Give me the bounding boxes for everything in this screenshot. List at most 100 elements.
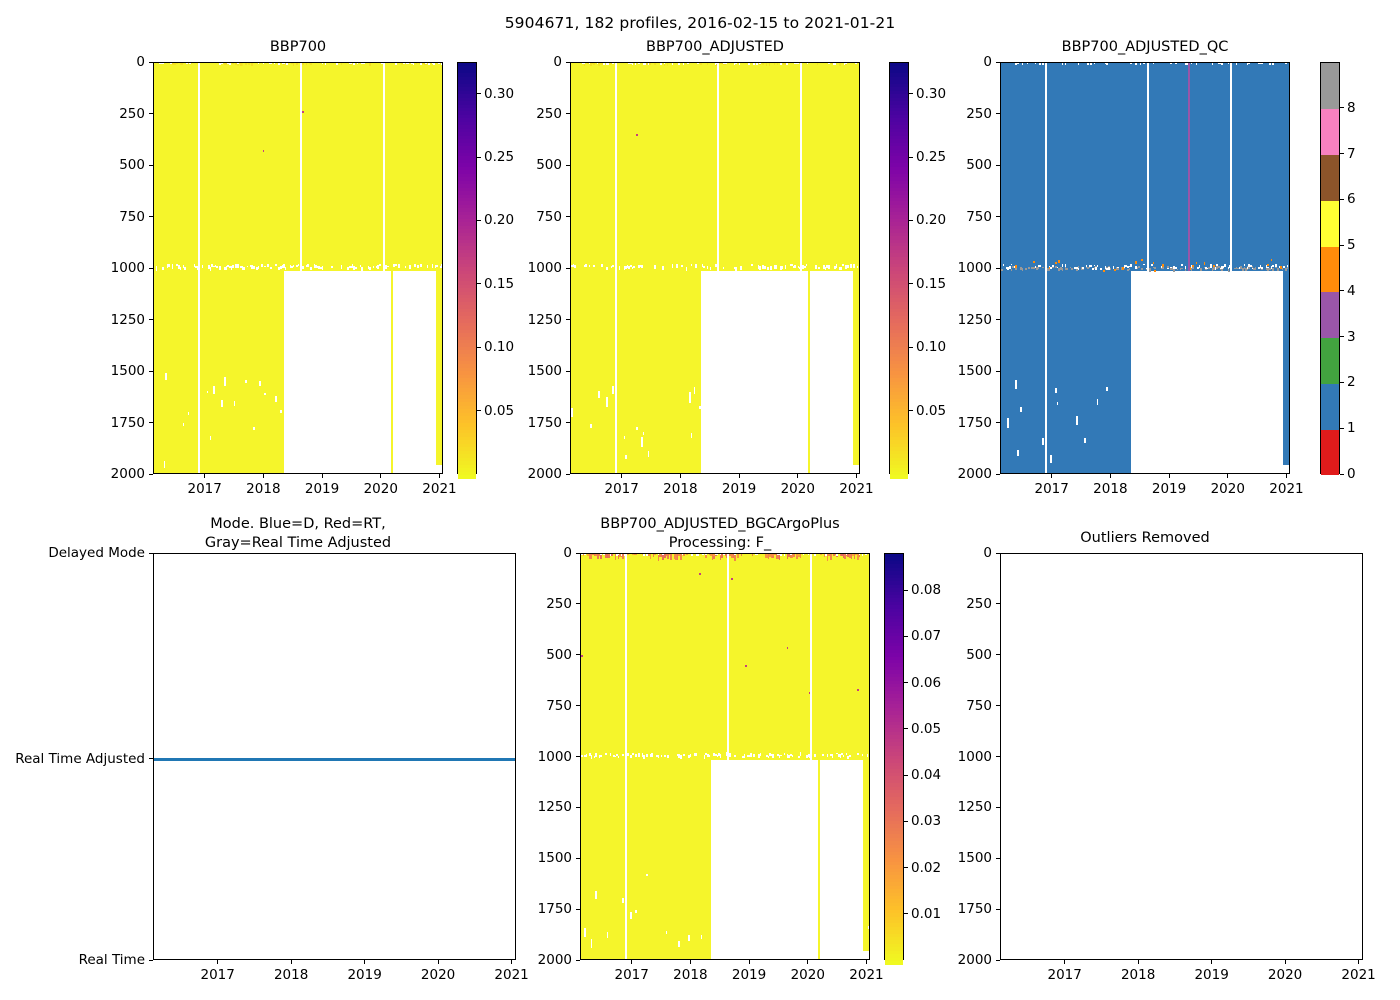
missing-cell xyxy=(1246,63,1249,65)
gap-cell xyxy=(856,265,859,268)
profile-column xyxy=(823,63,826,272)
y-tick-label: 1250 xyxy=(957,799,992,816)
gap-cell xyxy=(767,755,770,758)
qc-profile-column xyxy=(1264,63,1267,272)
gap-cell xyxy=(168,264,171,267)
surface-bloom-cell xyxy=(711,554,714,560)
colorbar-tick xyxy=(1340,107,1344,109)
profile-column xyxy=(622,63,625,473)
profile-column xyxy=(740,63,743,272)
gap-cell xyxy=(182,264,185,268)
surface-bloom-cell xyxy=(791,554,794,559)
colorbar-gradient-segment xyxy=(458,457,476,462)
profile-column xyxy=(414,63,417,272)
colorbar-gradient-segment xyxy=(890,114,908,120)
gap-cell xyxy=(698,405,701,410)
missing-cell xyxy=(606,63,609,65)
profile-column xyxy=(420,63,423,272)
gap-cell xyxy=(197,265,200,270)
gap-cell xyxy=(219,265,222,270)
qc-profile-column xyxy=(1001,63,1003,473)
gap-cell xyxy=(789,263,792,267)
colorbar-tick-label: 0.10 xyxy=(484,339,515,356)
colorbar-gradient-segment xyxy=(885,670,903,675)
profile-column xyxy=(770,63,773,272)
colorbar-bbp700-adjusted[interactable] xyxy=(889,62,909,480)
missing-cell xyxy=(1034,63,1037,64)
missing-cell xyxy=(697,554,700,557)
colorbar-bbp700[interactable] xyxy=(457,62,477,480)
profile-column xyxy=(412,63,415,272)
profile-column xyxy=(434,63,437,272)
gap-cell xyxy=(213,386,216,394)
gap-cell xyxy=(676,264,679,268)
profile-column xyxy=(423,63,426,272)
qc-profile-column xyxy=(1141,63,1144,272)
gap-cell xyxy=(252,265,255,270)
colorbar-tick-label: 0.30 xyxy=(916,85,947,102)
colorbar-gradient-segment xyxy=(885,694,903,699)
surface-bloom-cell xyxy=(673,554,676,560)
panel-bbp700[interactable] xyxy=(153,62,443,474)
surface-bloom-cell xyxy=(713,554,716,560)
colorbar-gradient-segment xyxy=(890,440,908,445)
gap-cell xyxy=(657,754,660,759)
gap-cell xyxy=(1135,266,1138,269)
profile-column xyxy=(715,554,718,760)
panel-bgcargoplus[interactable] xyxy=(580,553,870,960)
gap-cell xyxy=(291,265,294,268)
profile-column xyxy=(734,554,737,760)
profile-column xyxy=(288,63,291,272)
missing-cell xyxy=(1235,63,1238,65)
y-tick-label: 1750 xyxy=(957,901,992,918)
x-tick-label: 2019 xyxy=(304,481,340,497)
missing-cell xyxy=(1219,63,1222,65)
panel-mode[interactable] xyxy=(153,553,516,960)
surface-tint-cell xyxy=(591,63,594,65)
qc-profile-column xyxy=(1083,63,1086,473)
gap-cell xyxy=(714,264,717,268)
gap-cell xyxy=(1106,387,1109,391)
gap-cell xyxy=(618,265,621,270)
qc8-cell xyxy=(1001,268,1003,272)
profile-column xyxy=(863,554,866,951)
missing-cell xyxy=(161,63,164,64)
gap-cell xyxy=(1248,264,1251,267)
gap-cell xyxy=(742,755,745,759)
colorbar-gradient-segment xyxy=(890,108,908,113)
panel-bbp700-adjusted[interactable] xyxy=(570,62,860,474)
profile-column xyxy=(655,63,658,473)
profile-column xyxy=(811,63,814,272)
missing-cell xyxy=(702,554,705,556)
profile-column xyxy=(583,63,586,473)
missing-cell xyxy=(257,63,260,65)
gap-cell xyxy=(244,379,247,383)
y-tick xyxy=(996,164,1000,166)
y-tick-label: 750 xyxy=(536,208,562,225)
qc-profile-column xyxy=(1173,63,1176,272)
profile-column xyxy=(619,554,622,959)
colorbar-gradient-segment xyxy=(458,308,476,313)
profile-column xyxy=(642,63,645,473)
qc-profile-column xyxy=(1101,63,1104,473)
y-tick xyxy=(566,164,570,166)
profile-column xyxy=(721,554,724,760)
colorbar-bgcargoplus[interactable] xyxy=(884,553,904,966)
gap-cell xyxy=(1037,264,1040,267)
y-tick xyxy=(576,959,580,961)
colorbar-gradient-segment xyxy=(890,73,908,78)
gap-cell xyxy=(316,265,319,268)
y-tick-label: 750 xyxy=(546,697,572,714)
qc8-cell xyxy=(1024,268,1027,271)
qc8-cell xyxy=(1127,268,1130,271)
panel-outliers-removed[interactable] xyxy=(1000,553,1363,960)
profile-column xyxy=(649,63,652,473)
colorbar-qc[interactable] xyxy=(1320,62,1340,476)
gap-cell xyxy=(1261,267,1264,270)
panel-bbp700-adjusted-qc[interactable] xyxy=(1000,62,1290,474)
missing-cell xyxy=(1248,63,1251,64)
qc-profile-column xyxy=(1270,63,1273,272)
vertical-gap-line xyxy=(800,63,802,473)
profile-column xyxy=(606,554,609,959)
profile-column xyxy=(671,554,674,959)
